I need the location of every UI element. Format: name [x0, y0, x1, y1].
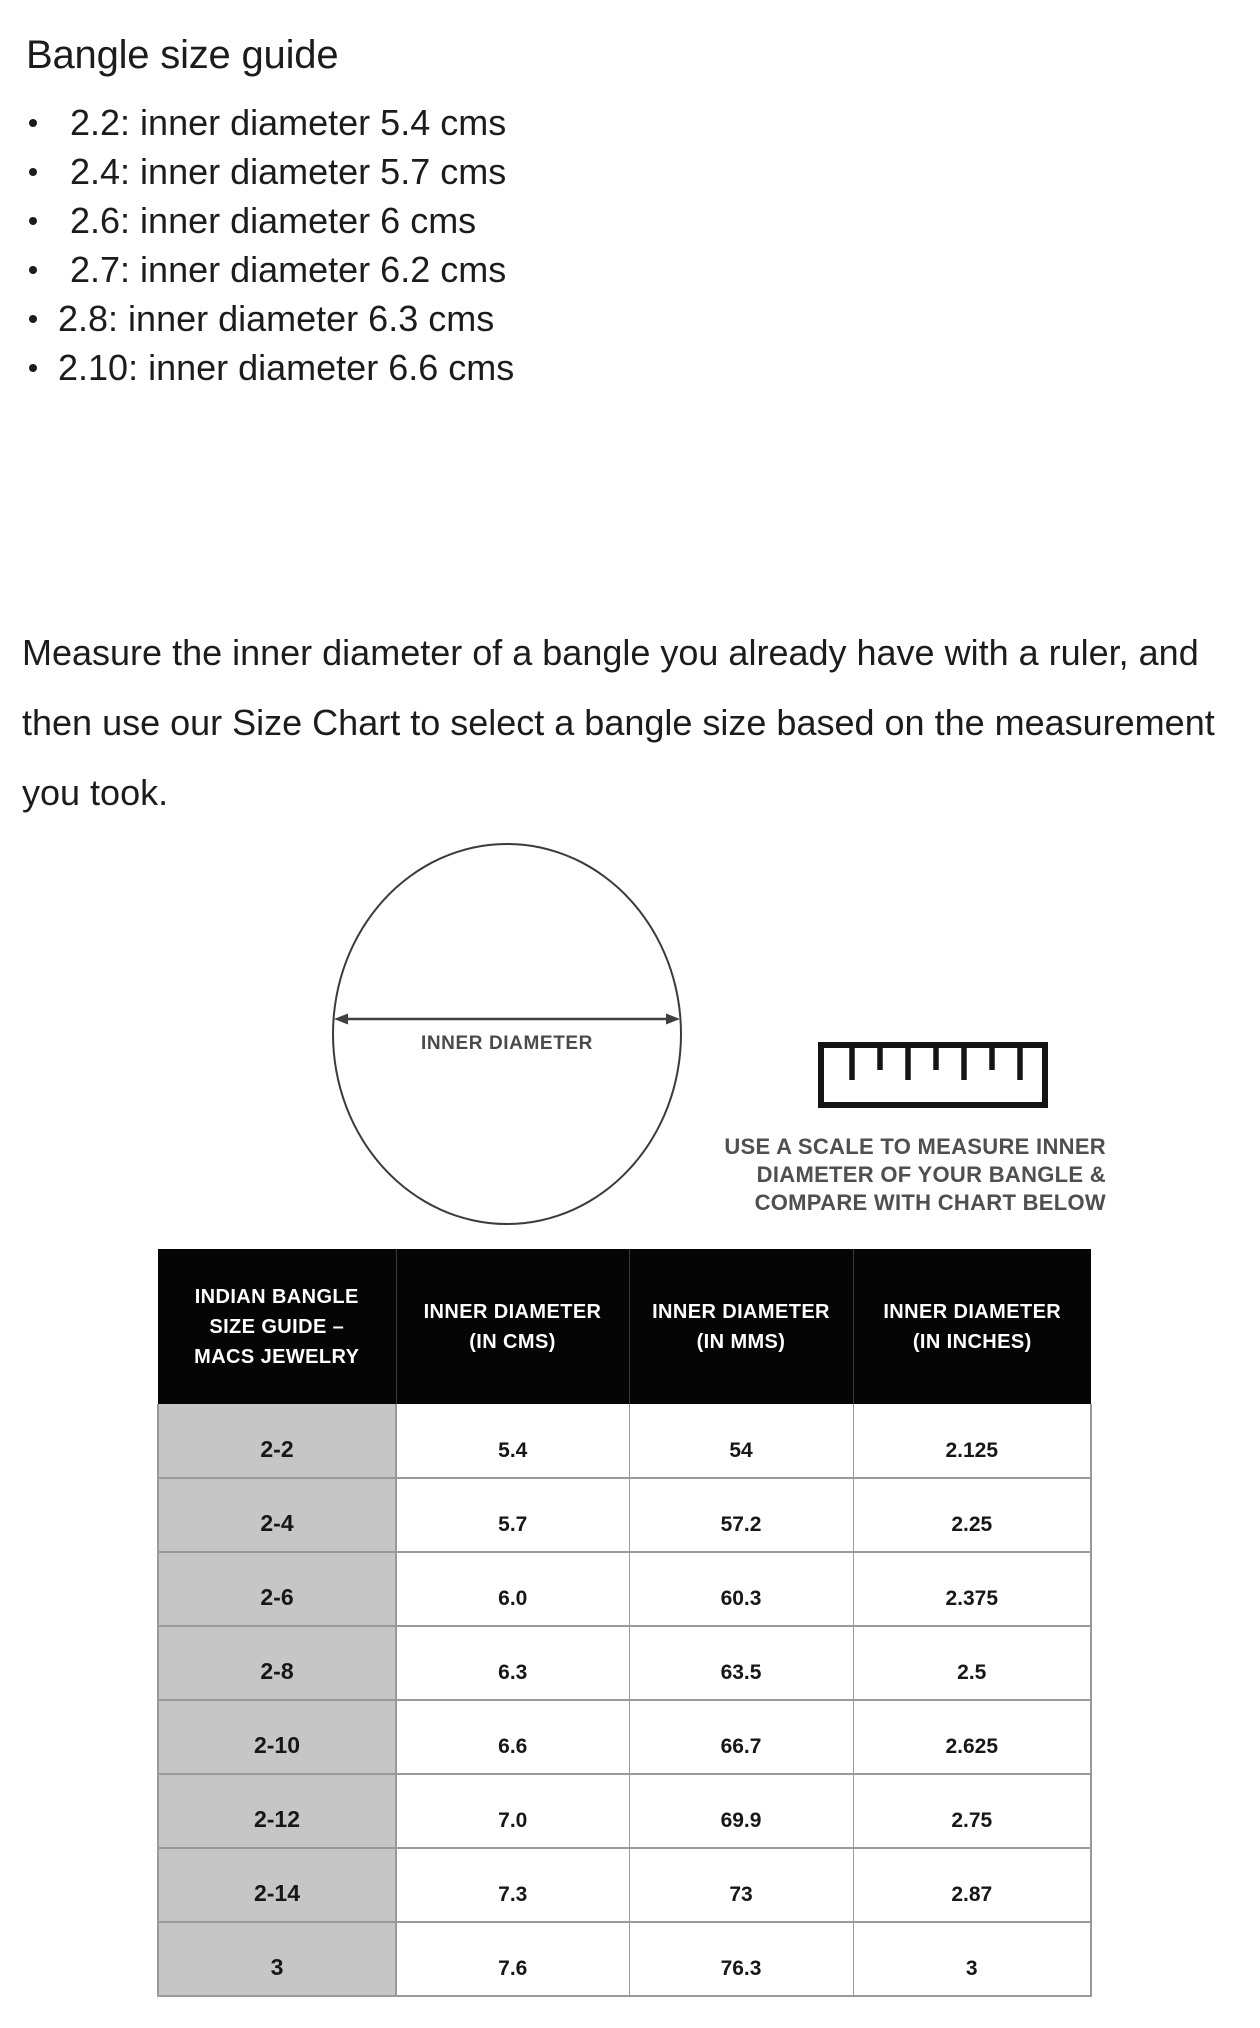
table-row: 2-10 6.6 66.7 2.625	[157, 1700, 1092, 1775]
table-cell-size: 2-2	[157, 1404, 397, 1479]
table-cell-value: 69.9	[629, 1774, 854, 1849]
table-cell-value: 3	[853, 1922, 1092, 1997]
size-list-item-label: 2.8: inner diameter 6.3 cms	[58, 298, 495, 339]
table-cell-size: 2-12	[157, 1774, 397, 1849]
table-header-row: INDIAN BANGLE SIZE GUIDE – MACS JEWELRY INN…	[158, 1249, 1091, 1404]
table-column-header-line: INDIAN BANGLE	[194, 1285, 359, 1308]
table-cell-value: 66.7	[629, 1700, 854, 1775]
bangle-size-chart-table: INDIAN BANGLE SIZE GUIDE – MACS JEWELRY INN…	[157, 1249, 1092, 1997]
table-column-header: INNER DIAMETER (IN MMS)	[629, 1249, 854, 1404]
ruler-icon	[818, 1042, 1048, 1108]
bullet-icon	[29, 216, 37, 225]
size-list-item: 2.4: inner diameter 5.7 cms	[0, 147, 760, 196]
page-title: Bangle size guide	[26, 32, 339, 77]
table-row: 3 7.6 76.3 3	[157, 1922, 1092, 1997]
size-list-item-label: 2.6: inner diameter 6 cms	[70, 200, 477, 241]
table-row: 2-4 5.7 57.2 2.25	[157, 1478, 1092, 1553]
size-list-item-label: 2.10: inner diameter 6.6 cms	[58, 347, 515, 388]
bangle-measurement-diagram: INNER DIAMETER USE A SCALE TO MEASURE IN…	[0, 820, 1260, 1240]
size-list-item-label: 2.4: inner diameter 5.7 cms	[70, 151, 507, 192]
table-cell-value: 7.3	[396, 1848, 630, 1923]
inner-diameter-arrow-icon	[334, 1013, 680, 1025]
table-cell-size: 2-8	[157, 1626, 397, 1701]
table-cell-size: 2-14	[157, 1848, 397, 1923]
inner-diameter-label: INNER DIAMETER	[420, 1033, 593, 1054]
table-cell-size: 2-10	[157, 1700, 397, 1775]
measure-instructions-paragraph: Measure the inner diameter of a bangle y…	[22, 632, 1215, 813]
table-cell-value: 76.3	[629, 1922, 854, 1997]
table-cell-value: 6.3	[396, 1626, 630, 1701]
size-list-item: 2.2: inner diameter 5.4 cms	[0, 98, 760, 147]
bullet-icon	[29, 167, 37, 176]
table-row: 2-14 7.3 73 2.87	[157, 1848, 1092, 1923]
scale-caption: USE A SCALE TO MEASURE INNER DIAMETER OF…	[700, 1133, 1106, 1217]
bullet-icon	[29, 363, 37, 372]
table-column-header-line: INNER DIAMETER	[652, 1300, 830, 1323]
table-cell-size: 2-4	[157, 1478, 397, 1553]
table-row: 2-6 6.0 60.3 2.375	[157, 1552, 1092, 1627]
table-column-header-line: (IN MMS)	[696, 1330, 786, 1353]
table-cell-value: 2.75	[853, 1774, 1092, 1849]
table-cell-value: 54	[629, 1404, 854, 1479]
table-column-header-line: (IN INCHES)	[912, 1330, 1032, 1353]
table-body: 2-2 5.4 54 2.125 2-4 5.7 57.2 2.25 2-6 6.0 60.3 2.3…	[157, 1404, 1092, 1997]
bullet-icon	[29, 118, 37, 127]
size-list-item-label: 2.2: inner diameter 5.4 cms	[70, 102, 507, 143]
table-column-header-line: INNER DIAMETER	[883, 1300, 1062, 1323]
table-cell-value: 7.6	[396, 1922, 630, 1997]
table-cell-value: 2.25	[853, 1478, 1092, 1553]
bangle-circle-illustration: INNER DIAMETER	[332, 843, 682, 1225]
table-cell-value: 2.5	[853, 1626, 1092, 1701]
table-row: 2-12 7.0 69.9 2.75	[157, 1774, 1092, 1849]
table-cell-value: 2.375	[853, 1552, 1092, 1627]
table-cell-value: 6.0	[396, 1552, 630, 1627]
table-cell-value: 6.6	[396, 1700, 630, 1775]
table-cell-size: 3	[157, 1922, 397, 1997]
size-list-item: 2.6: inner diameter 6 cms	[0, 196, 760, 245]
table-cell-value: 73	[629, 1848, 854, 1923]
size-list-item: 2.10: inner diameter 6.6 cms	[0, 343, 760, 392]
table-cell-value: 63.5	[629, 1626, 854, 1701]
table-column-header-line: INNER DIAMETER	[423, 1300, 602, 1323]
table-column-header-line: SIZE GUIDE –	[209, 1315, 345, 1338]
table-cell-value: 5.7	[396, 1478, 630, 1553]
scale-caption-line-2: DIAMETER OF YOUR BANGLE &	[756, 1162, 1106, 1187]
bullet-icon	[29, 314, 37, 323]
scale-caption-line-3: COMPARE WITH CHART BELOW	[754, 1190, 1106, 1215]
size-list-item-label: 2.7: inner diameter 6.2 cms	[70, 249, 507, 290]
table-column-header-line: (IN CMS)	[469, 1330, 556, 1353]
scale-caption-line-1: USE A SCALE TO MEASURE INNER	[724, 1134, 1106, 1159]
table-cell-value: 2.625	[853, 1700, 1092, 1775]
table-cell-value: 5.4	[396, 1404, 630, 1479]
table-row: 2-2 5.4 54 2.125	[157, 1404, 1092, 1479]
table-column-header: INDIAN BANGLE SIZE GUIDE – MACS JEWELRY	[158, 1249, 397, 1404]
table-header: INDIAN BANGLE SIZE GUIDE – MACS JEWELRY INN…	[158, 1249, 1091, 1404]
table-column-header: INNER DIAMETER (IN CMS)	[396, 1249, 630, 1404]
table-row: 2-8 6.3 63.5 2.5	[157, 1626, 1092, 1701]
table-column-header: INNER DIAMETER (IN INCHES)	[853, 1249, 1091, 1404]
table-cell-value: 7.0	[396, 1774, 630, 1849]
table-column-header-line: MACS JEWELRY	[194, 1345, 360, 1368]
circle-outline	[332, 843, 682, 1225]
size-list-item: 2.7: inner diameter 6.2 cms	[0, 245, 760, 294]
size-list-item: 2.8: inner diameter 6.3 cms	[0, 294, 760, 343]
table-cell-size: 2-6	[157, 1552, 397, 1627]
bangle-size-bullet-list: 2.2: inner diameter 5.4 cms 2.4: inner di…	[0, 98, 760, 392]
table-cell-value: 57.2	[629, 1478, 854, 1553]
table-cell-value: 2.125	[853, 1404, 1092, 1479]
table-cell-value: 60.3	[629, 1552, 854, 1627]
table-cell-value: 2.87	[853, 1848, 1092, 1923]
bullet-icon	[29, 265, 37, 274]
